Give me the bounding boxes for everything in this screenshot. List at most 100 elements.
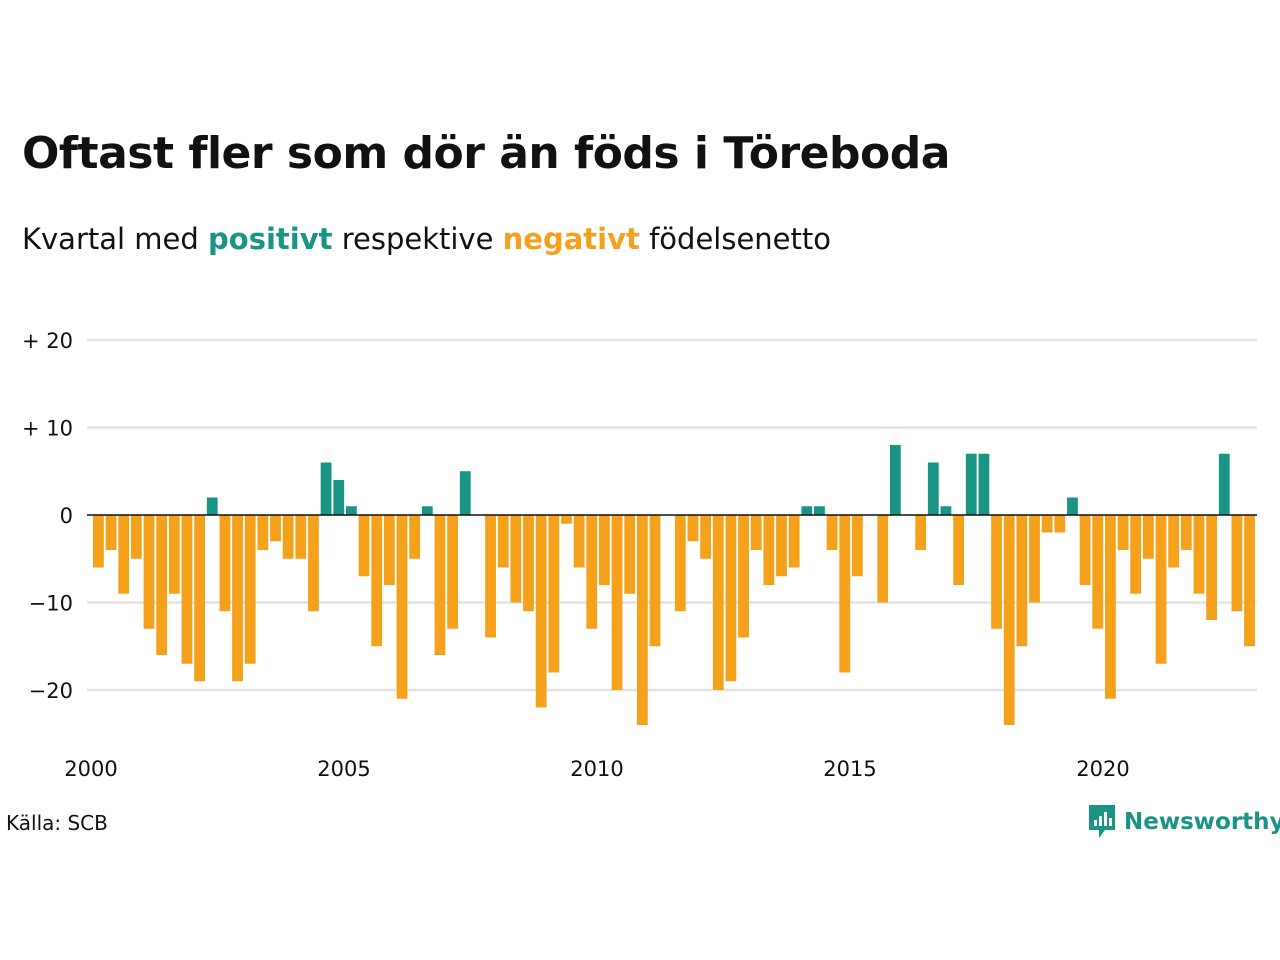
bar xyxy=(1142,515,1154,559)
bar xyxy=(244,515,256,664)
source-note: Källa: SCB xyxy=(6,811,108,835)
bar xyxy=(105,515,117,550)
bar xyxy=(573,515,585,568)
bar xyxy=(750,515,762,550)
bar xyxy=(548,515,560,673)
brand-name: Newsworthy xyxy=(1124,809,1280,835)
bar xyxy=(383,515,395,585)
brand-logo: Newsworthy xyxy=(1088,804,1280,840)
bar xyxy=(725,515,737,682)
bar xyxy=(1168,515,1180,568)
bar xyxy=(459,471,471,515)
bar xyxy=(1155,515,1167,664)
newsworthy-logo-icon xyxy=(1089,805,1115,838)
bar xyxy=(371,515,383,647)
bar xyxy=(497,515,509,568)
bar xyxy=(1041,515,1053,533)
bar xyxy=(295,515,307,559)
bar xyxy=(396,515,408,699)
bar xyxy=(788,515,800,568)
bar xyxy=(320,462,332,515)
bar xyxy=(1206,515,1217,620)
y-tick-label: + 10 xyxy=(22,417,73,441)
bar xyxy=(535,515,547,708)
bar xyxy=(143,515,155,629)
bar xyxy=(1003,515,1015,725)
bar xyxy=(839,515,851,673)
bar xyxy=(1117,515,1129,550)
bar xyxy=(953,515,964,585)
bar xyxy=(1016,515,1028,647)
bar xyxy=(434,515,446,655)
bar xyxy=(586,515,598,629)
bar xyxy=(1067,497,1078,515)
bar xyxy=(308,515,319,612)
bar xyxy=(636,515,648,725)
bar xyxy=(333,480,345,515)
x-tick-label: 2010 xyxy=(570,757,623,781)
bar xyxy=(1029,515,1040,603)
bar xyxy=(130,515,142,559)
bar xyxy=(409,515,421,559)
x-tick-label: 2005 xyxy=(317,757,370,781)
bar xyxy=(801,506,813,515)
bar xyxy=(712,515,724,690)
y-tick-label: −10 xyxy=(29,592,73,616)
x-tick-label: 2020 xyxy=(1076,757,1129,781)
bar xyxy=(965,453,977,515)
bar xyxy=(1218,453,1230,515)
bar xyxy=(826,515,838,550)
bar xyxy=(776,515,787,577)
bar xyxy=(257,515,269,550)
bar xyxy=(763,515,775,585)
bar xyxy=(814,506,825,515)
y-tick-label: + 20 xyxy=(22,329,73,353)
bar xyxy=(687,515,699,542)
bar xyxy=(940,506,952,515)
bar xyxy=(206,497,218,515)
bar xyxy=(1180,515,1192,550)
bar xyxy=(1231,515,1243,612)
bar xyxy=(270,515,281,542)
bar xyxy=(181,515,193,664)
bar xyxy=(674,515,686,612)
y-tick-label: −20 xyxy=(29,679,73,703)
bar xyxy=(194,515,205,682)
subtitle-text-middle: respektive xyxy=(332,222,503,256)
subtitle-positive-word: positivt xyxy=(208,222,333,256)
bar xyxy=(156,515,168,655)
bar xyxy=(1193,515,1205,594)
bar xyxy=(624,515,636,594)
bar-chart: + 20 + 10 0 −10 −20 2000 2005 2010 2015 2020 xyxy=(22,329,1257,781)
bar xyxy=(168,515,180,594)
bar xyxy=(889,445,901,515)
bar xyxy=(510,515,522,603)
bar xyxy=(485,515,496,638)
bar xyxy=(561,515,572,524)
bar xyxy=(523,515,534,612)
bar xyxy=(1079,515,1091,585)
bar xyxy=(1244,515,1255,647)
chart-subtitle: Kvartal med positivt respektive negativt… xyxy=(22,222,831,256)
bar xyxy=(232,515,243,682)
bar xyxy=(1130,515,1142,594)
bar xyxy=(346,506,357,515)
bar xyxy=(852,515,863,577)
bar xyxy=(421,506,433,515)
bar xyxy=(927,462,939,515)
bar xyxy=(93,515,104,568)
chart-title: Oftast fler som dör än föds i Töreboda xyxy=(22,128,950,179)
bar xyxy=(219,515,231,612)
x-tick-label: 2000 xyxy=(64,757,117,781)
subtitle-negative-word: negativt xyxy=(502,222,640,256)
subtitle-text-before: Kvartal med xyxy=(22,222,209,256)
bar xyxy=(738,515,749,638)
bar xyxy=(978,453,990,515)
y-tick-label: 0 xyxy=(60,504,73,528)
bar xyxy=(1105,515,1116,699)
subtitle-text-after: födelsenetto xyxy=(639,222,831,256)
bar xyxy=(599,515,610,585)
bar xyxy=(877,515,889,603)
bar xyxy=(991,515,1002,629)
bar xyxy=(1054,515,1066,533)
